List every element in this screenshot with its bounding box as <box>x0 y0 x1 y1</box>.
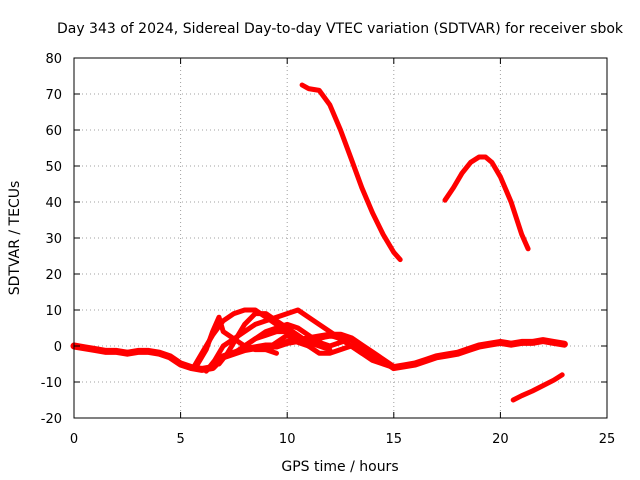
x-tick-label: 15 <box>386 432 403 447</box>
y-tick-label: 30 <box>45 232 62 247</box>
series-line-swing-f <box>242 321 354 349</box>
x-tick-label: 25 <box>599 432 616 447</box>
y-tick-label: -10 <box>41 376 62 391</box>
y-tick-label: 70 <box>45 88 62 103</box>
series-line-swing-g <box>263 332 397 371</box>
series-line-swing-d <box>195 314 279 367</box>
y-tick-label: 0 <box>54 340 62 355</box>
series-layer <box>70 82 568 403</box>
y-tick-label: -20 <box>41 412 62 427</box>
y-tick-label: 20 <box>45 268 62 283</box>
y-tick-label: 40 <box>45 196 62 211</box>
y-tick-label: 60 <box>45 124 62 139</box>
x-tick-label: 0 <box>70 432 78 447</box>
x-axis-title: GPS time / hours <box>281 459 398 475</box>
y-axis-title: SDTVAR / TECUs <box>7 181 23 296</box>
axis-ticks: 0 5 10 15 20 25 -20 -10 0 10 20 30 40 50 60 70 80 <box>41 52 616 447</box>
grid <box>74 58 607 418</box>
y-tick-label: 50 <box>45 160 62 175</box>
x-tick-label: 5 <box>176 432 184 447</box>
chart-title: Day 343 of 2024, Sidereal Day-to-day VTE… <box>57 21 624 37</box>
plot-frame <box>73 57 608 419</box>
y-tick-label: 80 <box>45 52 62 67</box>
series-line-arc-2 <box>442 154 531 252</box>
x-tick-label: 10 <box>279 432 296 447</box>
series-line-arc-1 <box>299 82 403 263</box>
series-line-tail <box>510 372 565 403</box>
y-tick-label: 10 <box>45 304 62 319</box>
x-tick-label: 20 <box>492 432 509 447</box>
